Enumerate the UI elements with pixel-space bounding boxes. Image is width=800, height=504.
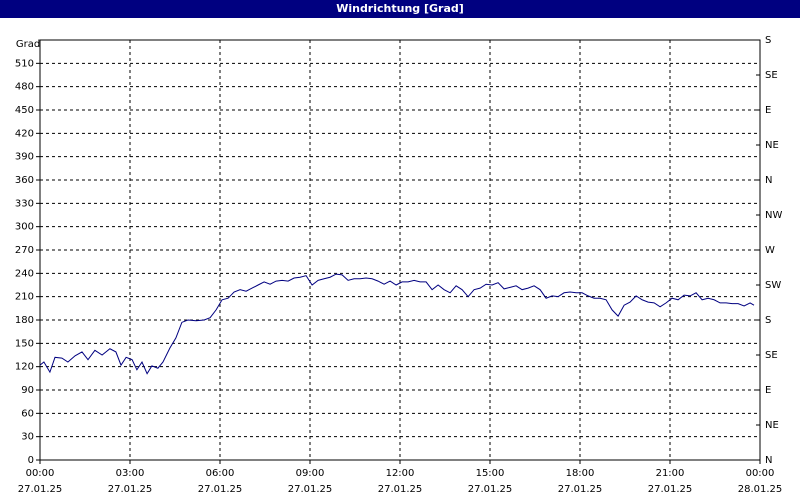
y-tick-label: 330	[15, 198, 34, 209]
y-tick-label: 0	[28, 455, 34, 466]
x-tick-date: 27.01.25	[18, 484, 63, 495]
y2-tick-label: SE	[765, 350, 778, 361]
x-tick-label: 00:00	[746, 468, 775, 479]
x-tick-label: 15:00	[476, 468, 505, 479]
y-tick-label: 30	[21, 432, 34, 443]
x-tick-label: 18:00	[566, 468, 595, 479]
x-tick-date: 27.01.25	[468, 484, 513, 495]
x-tick-date: 27.01.25	[108, 484, 153, 495]
y-tick-label: 360	[15, 175, 34, 186]
x-tick-date: 27.01.25	[648, 484, 693, 495]
x-tick-date: 27.01.25	[378, 484, 423, 495]
x-tick-label: 12:00	[386, 468, 415, 479]
y2-tick-label: W	[765, 245, 775, 256]
x-tick-label: 03:00	[116, 468, 145, 479]
y-axis-label: Grad	[16, 39, 40, 50]
y-tick-label: 390	[15, 152, 34, 163]
y2-tick-label: SE	[765, 70, 778, 81]
y-tick-label: 450	[15, 105, 34, 116]
y-tick-label: 270	[15, 245, 34, 256]
y2-tick-label: S	[765, 35, 771, 46]
y2-tick-label: E	[765, 385, 771, 396]
x-tick-date: 28.01.25	[738, 484, 783, 495]
y-tick-label: 420	[15, 128, 34, 139]
data-line	[39, 273, 755, 375]
x-tick-date: 27.01.25	[198, 484, 243, 495]
y-tick-label: 120	[15, 362, 34, 373]
x-tick-label: 06:00	[206, 468, 235, 479]
y2-tick-label: N	[765, 175, 772, 186]
x-tick-label: 09:00	[296, 468, 325, 479]
x-tick-label: 00:00	[26, 468, 55, 479]
y2-tick-label: N	[765, 455, 772, 466]
title-bar	[0, 0, 800, 18]
x-tick-label: 21:00	[656, 468, 685, 479]
y-tick-label: 60	[21, 408, 34, 419]
y-tick-label: 240	[15, 268, 34, 279]
x-tick-date: 27.01.25	[558, 484, 603, 495]
chart-title: Windrichtung [Grad]	[336, 2, 464, 15]
y2-tick-label: S	[765, 315, 771, 326]
y-tick-label: 210	[15, 292, 34, 303]
x-tick-date: 27.01.25	[288, 484, 333, 495]
y2-tick-label: NE	[765, 140, 779, 151]
y-tick-label: 480	[15, 82, 34, 93]
y2-tick-label: NW	[765, 210, 782, 221]
y2-tick-label: E	[765, 105, 771, 116]
y-tick-label: 150	[15, 338, 34, 349]
y-tick-label: 300	[15, 222, 34, 233]
y2-tick-label: NE	[765, 420, 779, 431]
y-tick-label: 90	[21, 385, 34, 396]
y-tick-label: 510	[15, 58, 34, 69]
y2-tick-label: SW	[765, 280, 781, 291]
y-tick-label: 180	[15, 315, 34, 326]
